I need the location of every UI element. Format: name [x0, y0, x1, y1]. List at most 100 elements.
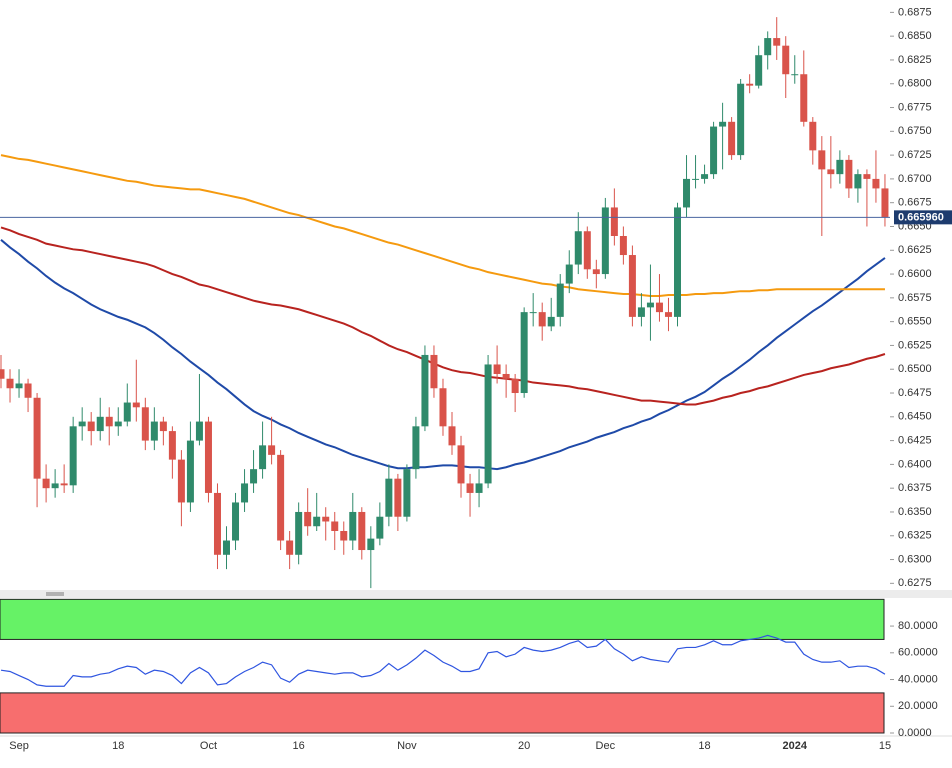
candle — [394, 473, 402, 531]
candle-body — [872, 178, 880, 189]
candle-body — [60, 483, 68, 486]
candle — [737, 78, 745, 160]
candle — [818, 136, 826, 236]
candle — [322, 507, 330, 541]
candle — [646, 264, 654, 341]
candle-body — [322, 516, 330, 522]
candle-body — [818, 150, 826, 170]
candle-body — [304, 511, 312, 527]
candle — [872, 150, 880, 203]
candle-body — [33, 397, 41, 479]
candle-body — [385, 478, 393, 517]
candle — [51, 469, 59, 498]
candle-body — [583, 231, 591, 270]
y-tick-label: 0.6425 — [898, 435, 932, 447]
candle-body — [177, 459, 185, 503]
y-tick-label: 0.6675 — [898, 197, 932, 209]
panel-separator — [0, 590, 952, 598]
candle-body — [475, 483, 483, 493]
candle-body — [42, 478, 50, 489]
candle-body — [87, 421, 95, 432]
y-tick-label: 0.6475 — [898, 387, 932, 399]
y-tick-label: 0.6500 — [898, 363, 932, 375]
candle — [773, 17, 781, 60]
candle-body — [719, 121, 727, 127]
candle — [502, 364, 510, 398]
candle — [168, 426, 176, 479]
candle — [6, 369, 14, 403]
candle — [105, 407, 113, 446]
candle — [674, 202, 681, 327]
candle-body — [358, 511, 366, 551]
candle-body — [547, 316, 555, 327]
candle — [493, 345, 501, 384]
candle — [457, 435, 465, 498]
candle-body — [241, 483, 249, 503]
candle-body — [15, 383, 23, 389]
zone-band — [0, 692, 885, 734]
candle-body — [403, 469, 411, 517]
candle — [33, 393, 41, 508]
y-tick-label: 0.6700 — [898, 173, 932, 185]
y-tick-label: 0.0000 — [898, 727, 932, 739]
candle — [782, 36, 790, 99]
y-tick-label: 0.6725 — [898, 149, 932, 161]
candle-body — [773, 38, 781, 46]
candle — [114, 407, 122, 436]
candle-body — [881, 188, 889, 217]
candle-body — [6, 378, 14, 389]
candle-body — [51, 483, 59, 489]
y-tick-label: 0.6575 — [898, 292, 932, 304]
candle — [529, 293, 537, 327]
candle-body — [484, 364, 492, 484]
candle-body — [331, 521, 339, 531]
candle-body — [610, 207, 618, 236]
y-tick-label: 0.6775 — [898, 101, 932, 113]
candle — [881, 174, 889, 227]
candle — [132, 359, 140, 422]
candle-body — [674, 207, 681, 317]
candle — [376, 502, 384, 546]
candle — [295, 502, 303, 565]
candle — [123, 383, 131, 427]
resize-handle[interactable] — [46, 592, 64, 596]
candle-body — [367, 538, 375, 551]
candle — [232, 492, 240, 551]
x-tick-label: 20 — [518, 740, 530, 752]
candle — [755, 45, 763, 89]
zone-band — [0, 598, 885, 640]
candle-body — [565, 264, 573, 284]
candle-body — [430, 354, 438, 389]
y-tick-label: 0.6325 — [898, 530, 932, 542]
last-price-label: 0.665960 — [898, 211, 944, 223]
y-tick-label: 0.6300 — [898, 553, 932, 565]
candle-body — [746, 83, 754, 86]
candle-body — [114, 421, 122, 427]
candle — [439, 378, 447, 436]
candle-body — [232, 502, 240, 541]
candle-body — [96, 416, 104, 432]
candle-body — [493, 364, 501, 374]
candle-body — [457, 445, 465, 484]
candle-body — [646, 302, 654, 308]
candle-body — [637, 307, 645, 317]
candle — [511, 373, 519, 413]
candle-body — [394, 478, 402, 517]
candle-body — [24, 383, 32, 398]
candle-body — [556, 283, 564, 317]
candle-body — [78, 421, 86, 427]
y-tick-label: 0.6350 — [898, 506, 932, 518]
candle — [78, 407, 86, 441]
candle — [421, 345, 429, 432]
candle — [800, 50, 808, 127]
candle-body — [592, 269, 600, 275]
candle-body — [204, 421, 212, 493]
candle-body — [277, 454, 285, 541]
candle — [177, 450, 185, 527]
candle — [96, 397, 104, 441]
candle — [701, 164, 709, 184]
candle-body — [863, 174, 871, 179]
candle — [764, 31, 772, 70]
candle-body — [845, 159, 853, 189]
candle-body — [159, 421, 167, 432]
